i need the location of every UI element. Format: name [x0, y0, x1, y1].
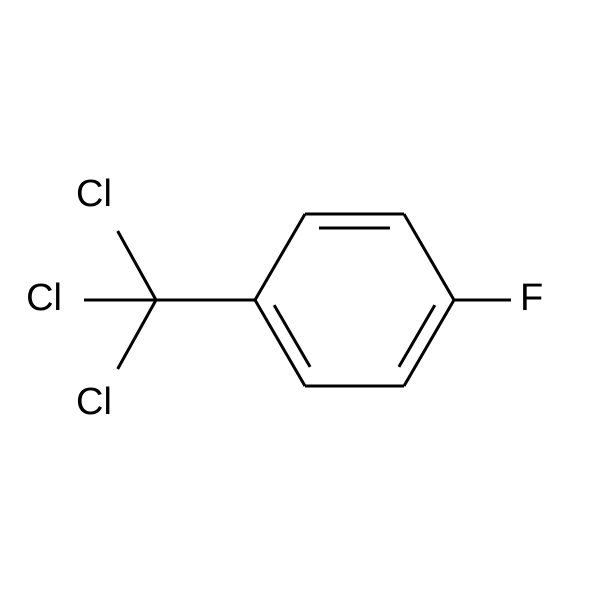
bond [399, 305, 435, 367]
atom-label-cl3: Cl [76, 381, 112, 423]
atom-label-f: F [520, 277, 543, 319]
bond [255, 214, 305, 300]
bond [118, 300, 156, 369]
bond [118, 231, 156, 300]
atom-label-cl2: Cl [26, 277, 62, 319]
molecule-diagram: Cl Cl Cl F [0, 0, 600, 600]
bond [404, 214, 454, 300]
bond [274, 305, 310, 367]
atom-label-cl1: Cl [76, 173, 112, 215]
